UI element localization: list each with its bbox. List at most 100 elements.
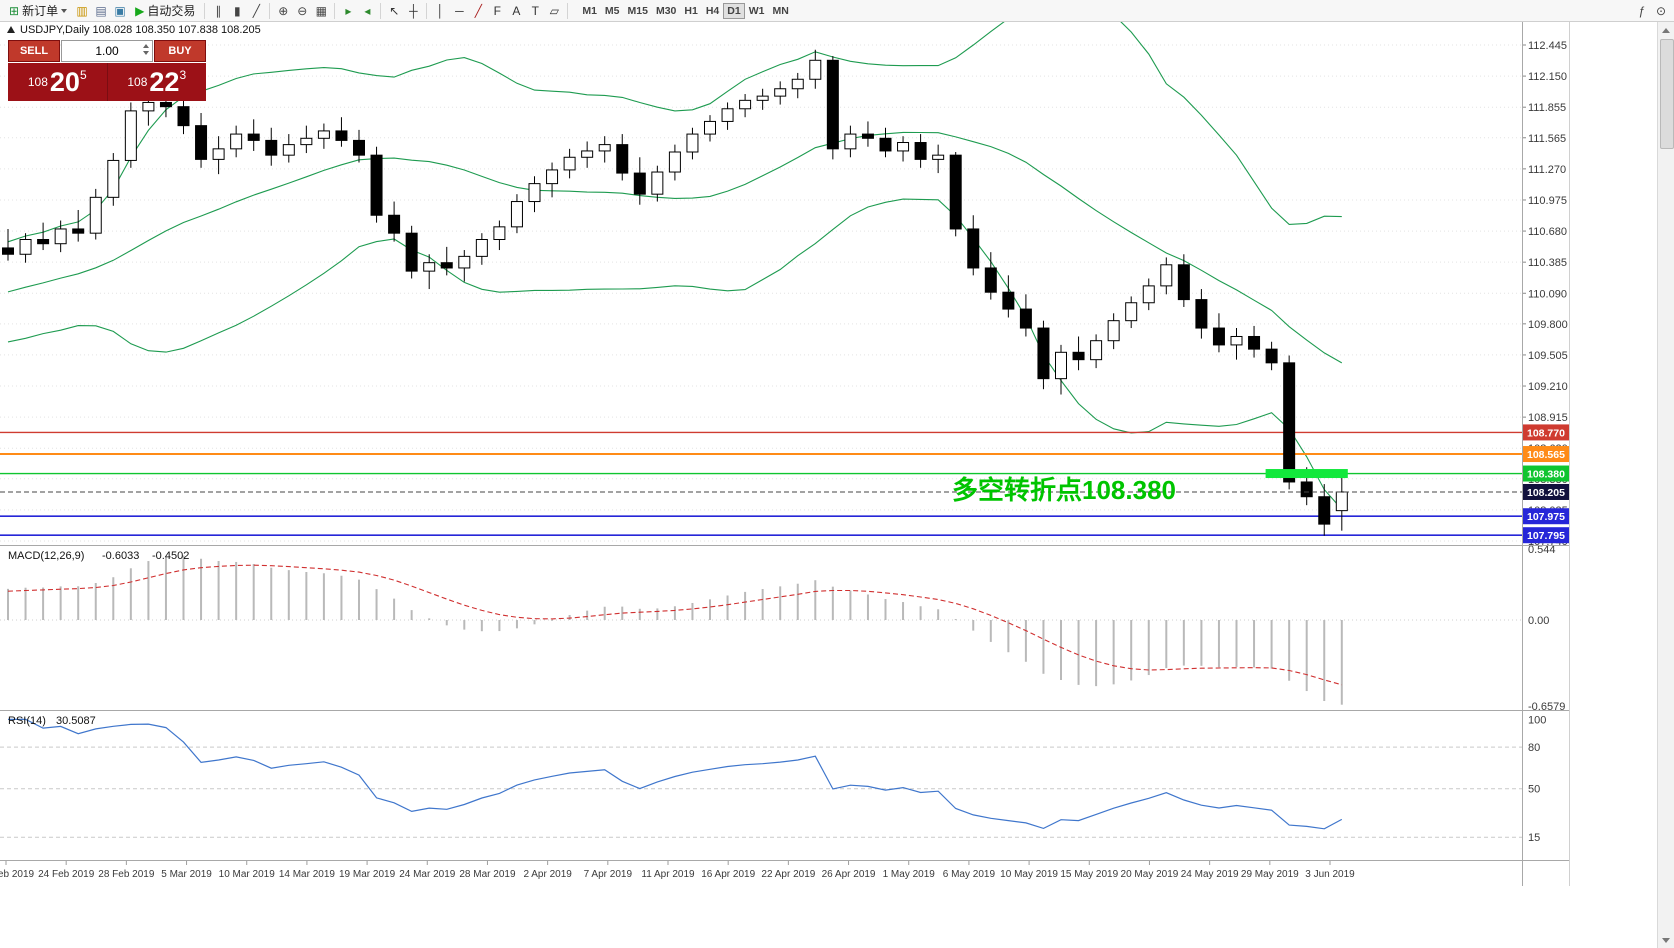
timeframe-bar: M1 M5 M15 M30 H1 H4 D1 W1 MN — [578, 2, 792, 19]
chart-shift-icon[interactable]: ◂ — [364, 3, 371, 18]
volume-spinner — [143, 44, 149, 55]
dropdown-caret-icon — [61, 8, 68, 13]
svg-text:3 Jun 2019: 3 Jun 2019 — [1305, 869, 1355, 880]
svg-text:7 Apr 2019: 7 Apr 2019 — [584, 869, 633, 880]
main-chart-area[interactable] — [0, 22, 1522, 545]
volume-down-icon[interactable] — [143, 51, 149, 55]
trendline-icon[interactable]: ╱ — [474, 3, 482, 18]
price-tags: 108.770 108.565 108.380 108.205 107.975 107.7… — [0, 424, 1569, 544]
svg-text:112.445: 112.445 — [1528, 40, 1567, 52]
horizontal-line-icon[interactable]: ─ — [455, 3, 464, 18]
search-icon[interactable]: ⊙ — [1655, 3, 1667, 18]
toolbar-separator — [269, 2, 271, 19]
svg-text:109.505: 109.505 — [1528, 350, 1568, 362]
svg-text:108.770: 108.770 — [1527, 427, 1565, 439]
pivot-highlight-bar — [1265, 469, 1348, 479]
text-icon[interactable]: A — [512, 3, 521, 18]
timeframe-mn[interactable]: MN — [768, 3, 792, 19]
ask-pips: 22 — [149, 66, 180, 97]
svg-text:107.975: 107.975 — [1527, 511, 1565, 523]
ask-point: 3 — [179, 68, 187, 82]
new-order-button[interactable]: ⊞ 新订单 — [4, 1, 72, 20]
shapes-icon[interactable]: ▱ — [549, 3, 559, 18]
new-order-button-label: 新订单 — [22, 4, 59, 18]
svg-text:20 May 2019: 20 May 2019 — [1121, 869, 1179, 880]
timeframe-w1[interactable]: W1 — [745, 3, 769, 19]
rsi-pane-area[interactable] — [0, 710, 1522, 860]
timeframe-h1[interactable]: H1 — [680, 3, 701, 19]
svg-text:28 Mar 2019: 28 Mar 2019 — [459, 869, 516, 880]
crosshair-icon[interactable]: ┼ — [409, 3, 418, 18]
svg-text:110.090: 110.090 — [1528, 288, 1567, 300]
toolbar-separator — [567, 2, 569, 19]
vertical-scrollbar[interactable] — [1657, 22, 1674, 948]
toolbar-separator — [426, 2, 428, 19]
chart-profiles-icon[interactable]: ▥ — [76, 3, 88, 18]
autotrade-button-label: 自动交易 — [147, 4, 196, 18]
zoom-in-icon[interactable]: ⊕ — [278, 3, 289, 18]
scroll-up-button[interactable] — [1658, 22, 1674, 38]
svg-text:0.544: 0.544 — [1528, 544, 1556, 556]
svg-text:110.385: 110.385 — [1528, 257, 1567, 269]
fibonacci-icon[interactable]: F — [493, 3, 501, 18]
indicators-icon[interactable]: ƒ — [1638, 3, 1646, 18]
timeframe-m15[interactable]: M15 — [624, 3, 652, 19]
bid-ask-display: 108 20 5 108 22 3 — [8, 63, 206, 101]
bar-chart-icon[interactable]: ∥ — [215, 3, 222, 18]
svg-text:107.795: 107.795 — [1527, 530, 1565, 542]
time-axis-area[interactable] — [0, 860, 1570, 886]
svg-text:109.210: 109.210 — [1528, 381, 1568, 393]
price-divider — [106, 63, 108, 101]
tile-windows-icon[interactable]: ▦ — [315, 3, 327, 18]
current-price-tag — [1523, 483, 1569, 500]
line-chart-icon[interactable]: ╱ — [252, 3, 260, 18]
symbol-marker-icon — [7, 26, 15, 33]
macd-pane-area[interactable] — [0, 545, 1522, 710]
level-108565-tag — [1523, 446, 1569, 463]
svg-text:15 May 2019: 15 May 2019 — [1060, 869, 1118, 880]
buy-button[interactable]: BUY — [154, 40, 206, 62]
scroll-down-icon — [1662, 937, 1670, 943]
volume-up-icon[interactable] — [143, 44, 149, 48]
macd-indicator: 0.544 0.00 -0.6579 — [0, 544, 1565, 713]
zoom-out-icon[interactable]: ⊖ — [297, 3, 308, 18]
timeframe-d1[interactable]: D1 — [723, 2, 745, 19]
toolbar-separator — [204, 2, 206, 19]
cursor-icon[interactable]: ↖ — [389, 3, 400, 18]
svg-text:108.205: 108.205 — [1527, 487, 1565, 499]
rsi-value: 30.5087 — [56, 715, 96, 727]
print-icon[interactable]: ▤ — [95, 3, 107, 18]
sell-button[interactable]: SELL — [8, 40, 60, 62]
rsi-label: RSI(14) — [8, 715, 46, 727]
level-107975-tag — [1523, 508, 1569, 525]
timeframe-m5[interactable]: M5 — [601, 3, 624, 19]
label-icon[interactable]: T — [531, 3, 539, 18]
one-click-trading-panel: SELL 1.00 BUY 108 20 5 108 22 3 — [8, 40, 206, 101]
svg-text:108.565: 108.565 — [1527, 449, 1565, 461]
scroll-down-button[interactable] — [1658, 932, 1674, 948]
bid-big-figure: 108 — [27, 75, 48, 89]
ask-price[interactable]: 108 22 3 — [108, 63, 207, 101]
svg-text:11 Apr 2019: 11 Apr 2019 — [641, 869, 695, 880]
vertical-line-icon[interactable]: │ — [436, 3, 445, 18]
data-window-icon[interactable]: ▣ — [114, 3, 126, 18]
timeframe-m1[interactable]: M1 — [578, 3, 601, 19]
auto-scroll-icon[interactable]: ▸ — [345, 3, 352, 18]
timeframe-m30[interactable]: M30 — [652, 3, 680, 19]
candlestick-chart-icon[interactable]: ▮ — [234, 3, 241, 18]
autotrade-button[interactable]: ▶ 自动交易 — [130, 1, 200, 20]
bid-pips: 20 — [49, 66, 80, 97]
svg-text:0.00: 0.00 — [1528, 615, 1549, 627]
svg-text:108.915: 108.915 — [1528, 412, 1568, 424]
toolbar-separator — [334, 2, 336, 19]
svg-text:6 May 2019: 6 May 2019 — [943, 869, 996, 880]
volume-input[interactable]: 1.00 — [61, 40, 153, 62]
svg-text:19 Mar 2019: 19 Mar 2019 — [339, 869, 396, 880]
scroll-thumb[interactable] — [1660, 39, 1674, 149]
timeframe-h4[interactable]: H4 — [702, 3, 723, 19]
bid-price[interactable]: 108 20 5 — [8, 63, 107, 101]
svg-text:19 Feb 2019: 19 Feb 2019 — [0, 869, 35, 880]
scroll-up-icon — [1662, 27, 1670, 33]
svg-text:111.855: 111.855 — [1528, 102, 1566, 114]
